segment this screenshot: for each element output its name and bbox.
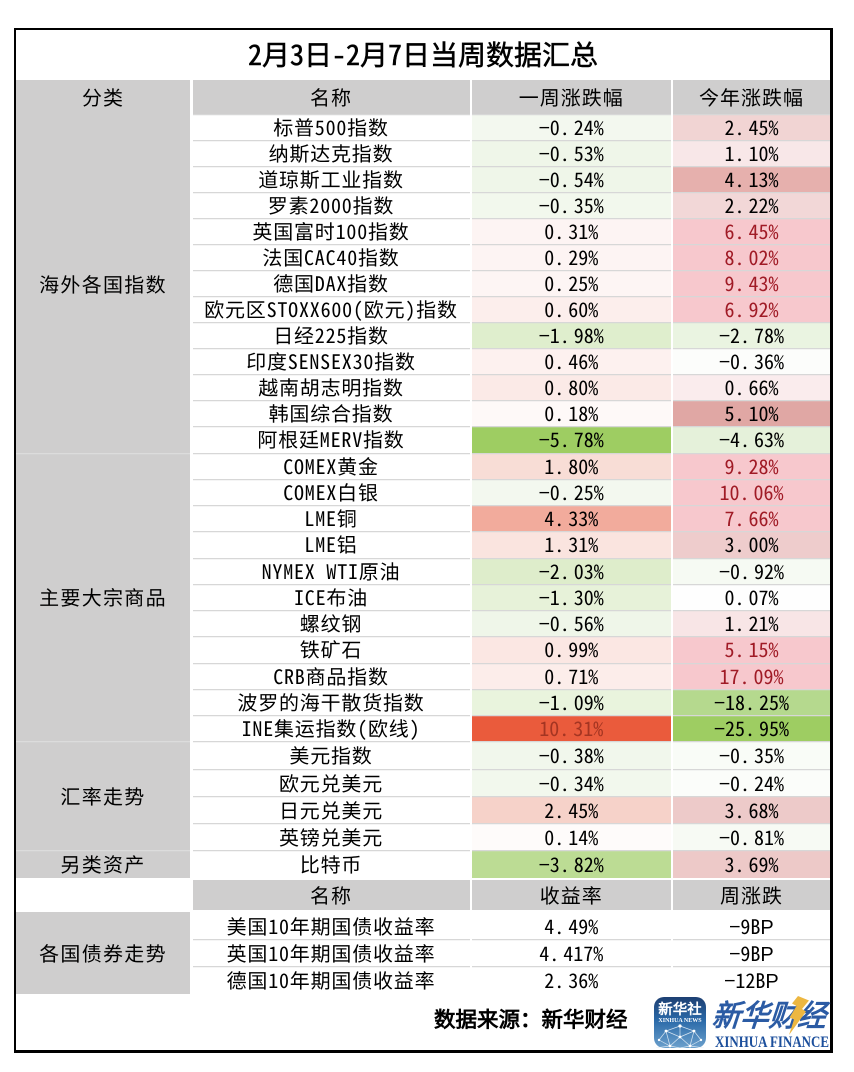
svg-text:新华财经: 新华财经 (712, 996, 832, 1035)
svg-text:XINHUA FINANCE: XINHUA FINANCE (715, 1034, 829, 1050)
svg-text:新华社: 新华社 (658, 998, 702, 1019)
svg-text:XINHUA NEWS: XINHUA NEWS (658, 1018, 702, 1024)
